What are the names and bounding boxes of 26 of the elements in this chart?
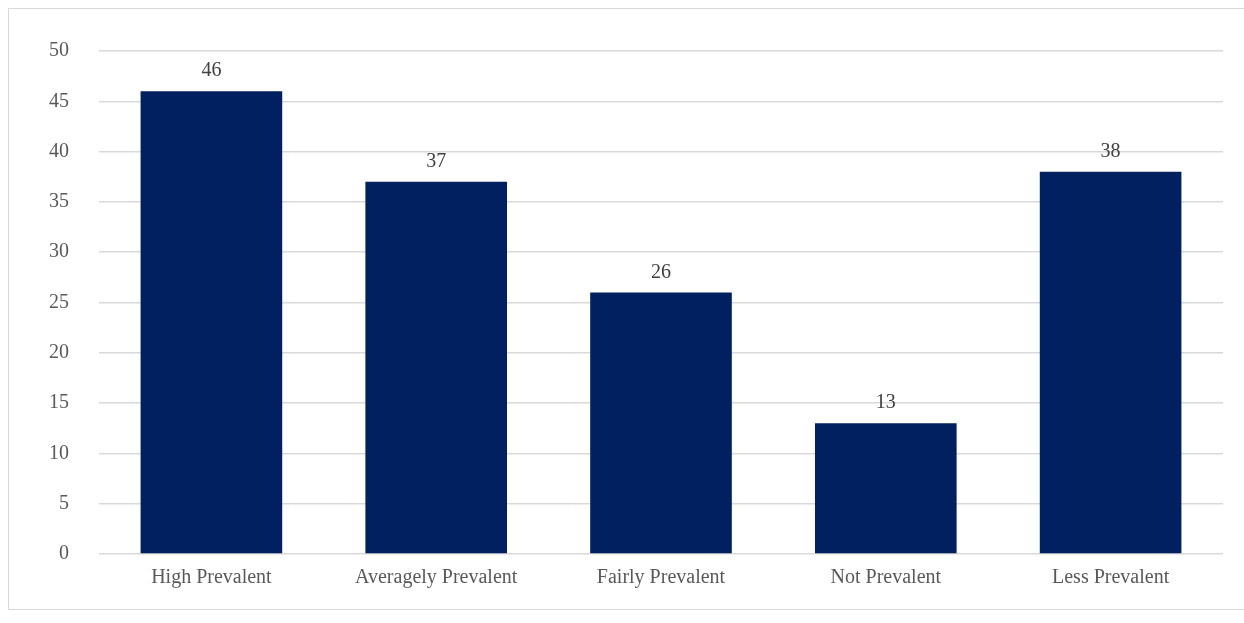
y-tick-label: 25 — [49, 289, 69, 312]
y-tick-label: 50 — [49, 38, 69, 61]
data-label: 13 — [875, 390, 896, 413]
x-tick-label: High Prevalent — [151, 565, 273, 589]
y-tick-label: 45 — [49, 88, 69, 111]
y-tick-label: 0 — [59, 541, 69, 564]
data-label: 38 — [1100, 138, 1121, 161]
bar — [1039, 171, 1182, 554]
y-tick-label: 20 — [49, 340, 69, 363]
y-tick-label: 10 — [49, 440, 69, 463]
x-tick-label: Not Prevalent — [830, 565, 942, 588]
x-tick-label: Less Prevalent — [1052, 565, 1170, 588]
data-label: 37 — [426, 149, 447, 172]
y-tick-label: 30 — [49, 239, 69, 262]
y-tick-label: 5 — [59, 490, 69, 513]
data-label: 46 — [201, 58, 222, 81]
bar — [590, 292, 732, 554]
x-tick-label: Averagely Prevalent — [355, 565, 518, 589]
bar — [365, 181, 508, 554]
bar — [140, 91, 283, 554]
data-label: 26 — [651, 259, 671, 282]
bar — [814, 423, 957, 554]
x-tick-label: Fairly Prevalent — [596, 565, 726, 589]
y-tick-label: 40 — [49, 138, 69, 161]
y-tick-label: 15 — [49, 390, 69, 413]
y-tick-label: 35 — [49, 189, 69, 212]
